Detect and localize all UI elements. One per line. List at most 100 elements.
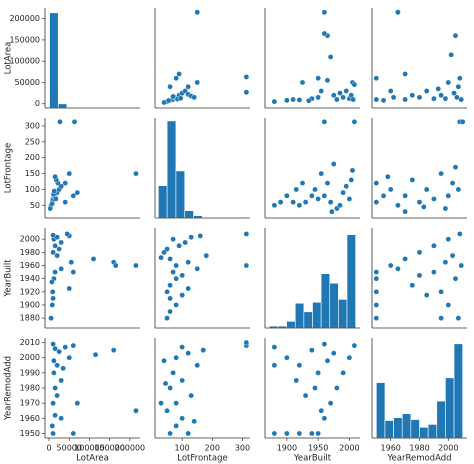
point <box>185 83 191 90</box>
point <box>58 377 64 384</box>
point <box>164 315 170 321</box>
x-tick-label: 2000 <box>438 444 458 453</box>
point <box>387 262 394 269</box>
point <box>318 170 325 177</box>
point <box>167 282 173 289</box>
point <box>62 180 69 186</box>
x-axis-label: LotArea <box>76 454 109 464</box>
point <box>271 362 278 369</box>
hist-bar <box>384 420 394 439</box>
point <box>243 262 250 269</box>
point <box>373 289 380 295</box>
y-tick-label: 1960 <box>20 261 40 270</box>
point <box>50 341 56 347</box>
point <box>52 412 58 419</box>
y-tick-label: 50000 <box>15 78 40 87</box>
point <box>330 161 337 167</box>
point <box>385 173 391 180</box>
point <box>54 252 60 259</box>
point <box>449 180 456 186</box>
point <box>191 94 198 101</box>
point <box>330 350 337 356</box>
x-axis-label: YearRemodAdd <box>386 454 451 464</box>
point <box>182 239 188 246</box>
point <box>343 183 350 190</box>
point <box>243 89 250 96</box>
point <box>455 186 462 193</box>
point <box>68 259 75 266</box>
point <box>170 269 176 275</box>
y-tick-label: 1960 <box>20 414 40 423</box>
point <box>167 295 173 302</box>
x-tick-label: 200 <box>205 444 220 453</box>
point <box>52 242 58 249</box>
point <box>343 88 350 94</box>
y-tick-label: 1990 <box>20 368 40 377</box>
point <box>167 385 173 391</box>
point <box>296 362 303 369</box>
hist-bar <box>312 301 322 329</box>
point <box>321 9 328 16</box>
point <box>309 430 315 437</box>
point <box>346 196 353 202</box>
point <box>50 249 56 256</box>
point <box>271 202 278 209</box>
point <box>438 92 444 99</box>
point <box>402 208 408 215</box>
point <box>296 430 303 437</box>
point <box>243 339 250 346</box>
point <box>66 170 73 177</box>
point <box>327 400 334 406</box>
point <box>173 302 179 308</box>
y-tick-label: 1920 <box>20 287 40 296</box>
point <box>315 430 321 437</box>
point <box>185 350 191 356</box>
point <box>351 119 358 125</box>
point <box>185 259 191 266</box>
point <box>302 392 309 399</box>
point <box>194 79 201 86</box>
y-tick-label: 150000 <box>9 35 40 44</box>
point <box>50 232 56 239</box>
point <box>329 208 335 215</box>
point <box>49 289 56 295</box>
point <box>173 262 179 269</box>
point <box>442 259 449 266</box>
point <box>293 377 300 384</box>
point <box>337 202 343 209</box>
point <box>315 196 321 202</box>
y-tick-label: 1940 <box>20 274 40 283</box>
point <box>330 92 337 99</box>
point <box>421 204 427 210</box>
point <box>455 315 462 321</box>
y-tick-label: 150 <box>25 169 40 178</box>
point <box>373 269 380 275</box>
x-axis-label: LotFrontage <box>177 454 227 464</box>
point <box>173 423 179 429</box>
hist-bar <box>410 419 420 439</box>
point <box>309 347 315 353</box>
hist-bar <box>401 413 412 439</box>
point <box>284 97 290 104</box>
point <box>373 96 380 103</box>
point <box>312 385 318 391</box>
point <box>327 54 334 60</box>
point <box>48 315 54 321</box>
point <box>431 269 437 275</box>
x-tick-label: 1900 <box>277 444 297 453</box>
point <box>321 341 328 347</box>
point <box>293 186 300 193</box>
point <box>373 275 380 282</box>
point <box>373 199 380 205</box>
point <box>416 94 423 101</box>
point <box>438 315 444 321</box>
point <box>445 302 452 308</box>
point <box>162 380 169 387</box>
point <box>324 357 331 364</box>
point <box>284 430 290 437</box>
point <box>327 199 334 205</box>
point <box>431 242 437 249</box>
x-tick-label: 2000 <box>339 444 359 453</box>
point <box>194 362 201 369</box>
x-tick-label: 100 <box>175 444 190 453</box>
